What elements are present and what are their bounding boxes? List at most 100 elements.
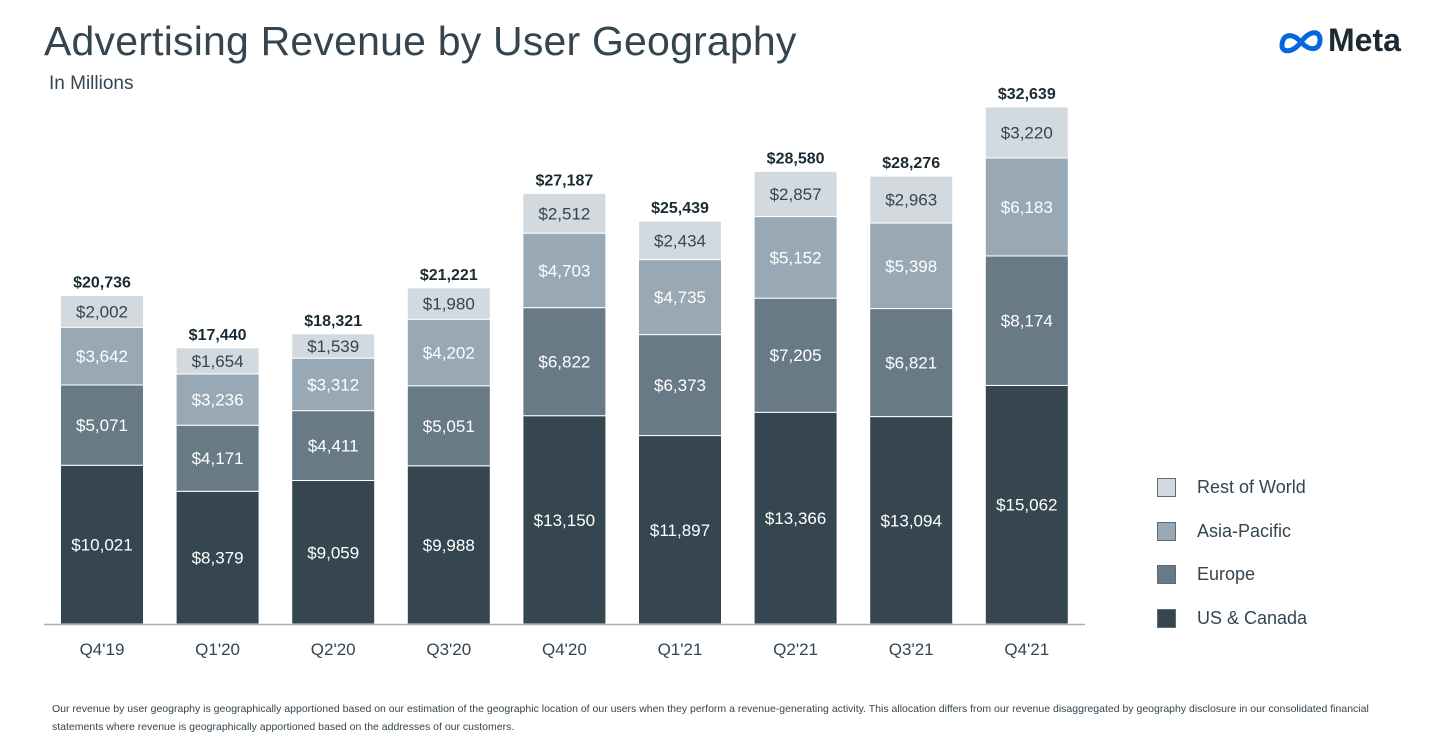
x-tick-label: Q2'21 xyxy=(773,640,818,659)
labels-layer: $10,021 $5,071 $3,642 $2,002 $20,736 Q4'19 $8,… xyxy=(71,86,1057,659)
x-tick-label: Q4'21 xyxy=(1004,640,1049,659)
legend-swatch xyxy=(1157,565,1176,585)
segment-label-asia-pacific: $3,236 xyxy=(192,391,244,410)
segment-label-us-canada: $9,988 xyxy=(423,536,475,555)
total-label: $21,221 xyxy=(420,267,478,284)
bar-segment-us-canada xyxy=(406,465,491,625)
total-label: $20,736 xyxy=(73,275,131,292)
bar-segment-asia-pacific xyxy=(291,357,376,412)
segment-label-europe: $6,821 xyxy=(885,354,937,373)
total-label: $27,187 xyxy=(535,172,593,189)
legend-label: Asia-Pacific xyxy=(1197,520,1292,541)
segment-label-us-canada: $10,021 xyxy=(71,536,132,555)
bar-segment-us-canada xyxy=(291,480,376,625)
meta-logo: Meta xyxy=(1278,22,1401,59)
bar-segment-europe xyxy=(869,308,954,418)
legend-item-rest-of-world: Rest of World xyxy=(1157,466,1307,510)
segment-label-us-canada: $8,379 xyxy=(192,549,244,568)
bar-segment-rest-of-world xyxy=(753,170,838,218)
legend-swatch xyxy=(1157,521,1176,541)
bar-segment-asia-pacific xyxy=(175,373,260,426)
x-tick-label: Q4'20 xyxy=(542,640,587,659)
bar-segment-europe xyxy=(984,255,1069,386)
bar-segment-asia-pacific xyxy=(60,326,144,386)
total-label: $28,276 xyxy=(882,155,940,172)
segment-label-rest-of-world: $2,963 xyxy=(885,191,937,210)
segment-label-europe: $7,205 xyxy=(770,346,822,365)
bar-segment-asia-pacific xyxy=(522,232,607,309)
bar-segment-us-canada xyxy=(638,435,722,625)
bar-segment-europe xyxy=(638,334,722,437)
segment-label-rest-of-world: $2,434 xyxy=(654,231,706,250)
bar-segment-europe xyxy=(406,385,491,467)
segment-label-asia-pacific: $3,312 xyxy=(307,375,359,394)
meta-infinity-icon xyxy=(1279,29,1323,53)
segment-label-asia-pacific: $6,183 xyxy=(1001,198,1053,217)
bar-segment-asia-pacific xyxy=(984,157,1069,257)
legend-label: Europe xyxy=(1197,564,1256,585)
legend-swatch xyxy=(1157,608,1176,628)
legend-item-us-canada: US & Canada xyxy=(1157,597,1307,641)
bar-segment-rest-of-world xyxy=(638,220,722,261)
total-label: $18,321 xyxy=(304,313,362,330)
bar-segment-asia-pacific xyxy=(638,259,722,336)
legend-label: Rest of World xyxy=(1197,477,1306,498)
segment-label-europe: $8,174 xyxy=(1001,312,1053,331)
legend-label: US & Canada xyxy=(1197,607,1308,628)
bar-segment-rest-of-world xyxy=(984,106,1069,159)
segment-label-asia-pacific: $3,642 xyxy=(76,347,128,366)
x-tick-label: Q4'19 xyxy=(80,640,125,659)
bars-layer xyxy=(60,106,1069,625)
segment-label-rest-of-world: $1,654 xyxy=(192,352,244,371)
bar-segment-asia-pacific xyxy=(406,318,491,387)
bar-segment-us-canada xyxy=(753,411,838,625)
total-label: $17,440 xyxy=(189,327,247,344)
bar-segment-europe xyxy=(291,410,376,482)
legend-item-asia-pacific: Asia-Pacific xyxy=(1157,510,1307,554)
segment-label-asia-pacific: $5,398 xyxy=(885,257,937,276)
segment-label-europe: $6,373 xyxy=(654,376,706,395)
segment-label-rest-of-world: $2,002 xyxy=(76,302,128,321)
bar-segment-rest-of-world xyxy=(60,295,144,328)
stacked-bar-chart: $10,021 $5,071 $3,642 $2,002 $20,736 Q4'19 $8,… xyxy=(44,86,1085,659)
x-tick-label: Q1'20 xyxy=(195,640,240,659)
bar-segment-us-canada xyxy=(60,464,144,625)
segment-label-asia-pacific: $4,703 xyxy=(538,261,590,280)
segment-label-us-canada: $13,094 xyxy=(880,511,941,530)
segment-label-europe: $4,411 xyxy=(308,437,359,456)
footnote: Our revenue by user geography is geograp… xyxy=(52,703,1369,733)
bar-segment-us-canada xyxy=(522,415,607,625)
bar-segment-europe xyxy=(522,307,607,417)
x-tick-label: Q2'20 xyxy=(311,640,356,659)
segment-label-us-canada: $9,059 xyxy=(307,543,359,562)
bar-segment-rest-of-world xyxy=(175,347,260,375)
segment-label-europe: $5,071 xyxy=(76,416,128,435)
segment-label-rest-of-world: $1,980 xyxy=(423,295,475,314)
legend-item-europe: Europe xyxy=(1157,553,1307,597)
segment-label-asia-pacific: $5,152 xyxy=(770,248,822,267)
segment-label-europe: $4,171 xyxy=(192,449,244,468)
legend-swatch xyxy=(1157,478,1176,498)
total-label: $32,639 xyxy=(998,86,1056,103)
bar-segment-europe xyxy=(60,384,144,466)
meta-wordmark: Meta xyxy=(1328,22,1401,58)
chart-subtitle: In Millions xyxy=(49,73,134,94)
page-title: Advertising Revenue by User Geography xyxy=(44,18,797,64)
bar-segment-rest-of-world xyxy=(291,333,376,359)
segment-label-asia-pacific: $4,202 xyxy=(423,344,475,363)
x-tick-label: Q3'21 xyxy=(889,640,934,659)
segment-label-us-canada: $11,897 xyxy=(650,521,710,540)
segment-label-us-canada: $13,366 xyxy=(765,509,826,528)
total-label: $28,580 xyxy=(767,150,825,167)
x-tick-label: Q1'21 xyxy=(658,640,703,659)
segment-label-rest-of-world: $1,539 xyxy=(307,337,359,356)
segment-label-asia-pacific: $4,735 xyxy=(654,288,706,307)
segment-label-rest-of-world: $2,512 xyxy=(538,204,590,223)
bar-segment-rest-of-world xyxy=(406,287,491,320)
bar-segment-europe xyxy=(175,424,260,492)
bar-segment-us-canada xyxy=(869,416,954,625)
segment-label-rest-of-world: $3,220 xyxy=(1001,124,1053,143)
bar-segment-rest-of-world xyxy=(522,192,607,234)
segment-label-us-canada: $13,150 xyxy=(534,511,595,530)
bar-segment-rest-of-world xyxy=(869,175,954,224)
